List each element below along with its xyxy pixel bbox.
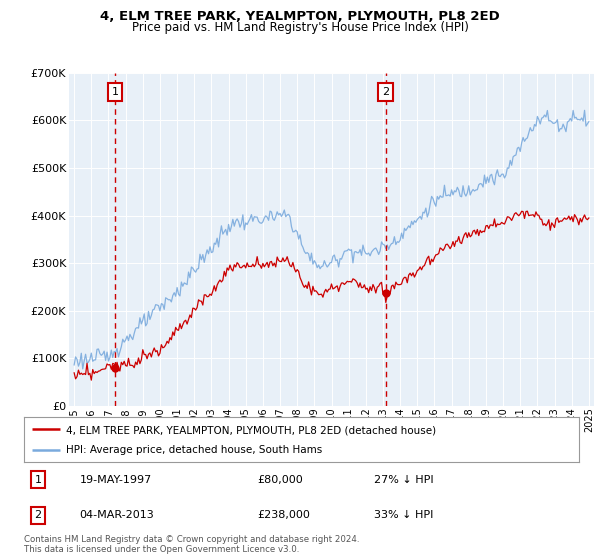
Text: Price paid vs. HM Land Registry's House Price Index (HPI): Price paid vs. HM Land Registry's House … — [131, 21, 469, 34]
Text: HPI: Average price, detached house, South Hams: HPI: Average price, detached house, Sout… — [65, 445, 322, 455]
Text: 1: 1 — [112, 87, 118, 97]
Text: 19-MAY-1997: 19-MAY-1997 — [79, 474, 152, 484]
Text: 33% ↓ HPI: 33% ↓ HPI — [374, 510, 433, 520]
Text: 27% ↓ HPI: 27% ↓ HPI — [374, 474, 433, 484]
Text: 4, ELM TREE PARK, YEALMPTON, PLYMOUTH, PL8 2ED: 4, ELM TREE PARK, YEALMPTON, PLYMOUTH, P… — [100, 10, 500, 23]
Text: 04-MAR-2013: 04-MAR-2013 — [79, 510, 154, 520]
Text: £238,000: £238,000 — [257, 510, 310, 520]
Text: £80,000: £80,000 — [257, 474, 303, 484]
Text: 4, ELM TREE PARK, YEALMPTON, PLYMOUTH, PL8 2ED (detached house): 4, ELM TREE PARK, YEALMPTON, PLYMOUTH, P… — [65, 425, 436, 435]
Text: 1: 1 — [34, 474, 41, 484]
Text: 2: 2 — [382, 87, 389, 97]
Text: Contains HM Land Registry data © Crown copyright and database right 2024.
This d: Contains HM Land Registry data © Crown c… — [24, 535, 359, 554]
Text: 2: 2 — [34, 510, 41, 520]
